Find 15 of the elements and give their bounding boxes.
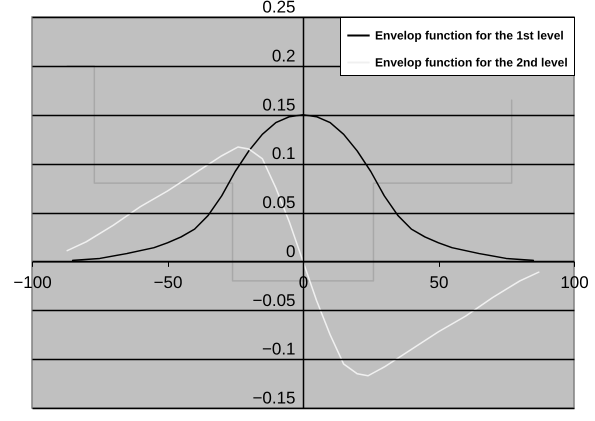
y-tick-label: −0.15 bbox=[252, 388, 296, 408]
x-tick-label: 50 bbox=[430, 272, 448, 292]
x-tick-label: −100 bbox=[13, 272, 52, 292]
y-tick-label: 0.2 bbox=[272, 46, 296, 66]
y-tick-label: 0.1 bbox=[272, 144, 296, 164]
y-tick-label: 0.05 bbox=[262, 193, 296, 212]
y-tick-label: 0.15 bbox=[262, 95, 296, 114]
legend-label: Envelop function for the 2nd level bbox=[375, 56, 568, 70]
x-tick-label: 100 bbox=[560, 272, 589, 292]
legend-label: Envelop function for the 1st level bbox=[375, 28, 564, 42]
y-tick-label: −0.05 bbox=[252, 290, 296, 310]
x-tick-label: −50 bbox=[154, 272, 182, 292]
y-tick-label: 0 bbox=[286, 242, 296, 261]
y-tick-label: 0.25 bbox=[262, 0, 296, 16]
y-tick-label: −0.1 bbox=[262, 340, 296, 359]
